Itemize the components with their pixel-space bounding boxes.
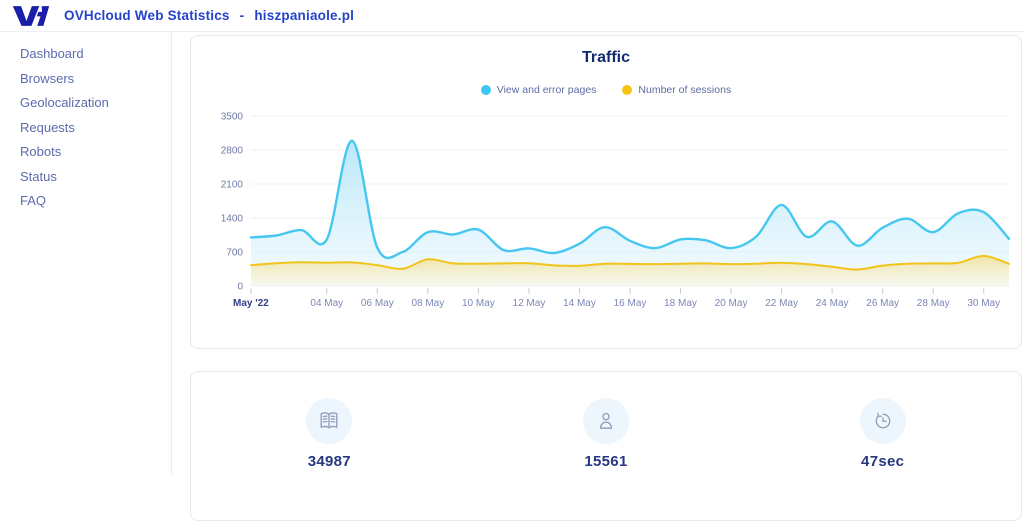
svg-text:28 May: 28 May bbox=[917, 298, 950, 309]
svg-text:30 May: 30 May bbox=[967, 298, 1000, 309]
svg-text:06 May: 06 May bbox=[361, 298, 394, 309]
main-content: Traffic View and error pages Number of s… bbox=[172, 32, 1024, 475]
svg-text:24 May: 24 May bbox=[816, 298, 849, 309]
history-clock-icon bbox=[860, 398, 906, 444]
traffic-area-chart: 0 700 1400 2100 2800 3500 May '22 04 May 06 May 0… bbox=[191, 99, 1021, 311]
legend-label-views: View and error pages bbox=[497, 84, 597, 96]
legend-item-sessions[interactable]: Number of sessions bbox=[622, 84, 731, 96]
stat-avg-duration: 47sec bbox=[744, 372, 1021, 520]
brand-text: OVHcloud Web Statistics bbox=[64, 8, 230, 23]
avg-duration-value: 47sec bbox=[861, 453, 904, 470]
sidebar-item-dashboard[interactable]: Dashboard bbox=[0, 42, 171, 67]
sidebar-item-status[interactable]: Status bbox=[0, 165, 171, 190]
svg-text:20 May: 20 May bbox=[715, 298, 748, 309]
legend-dot-sessions-icon bbox=[622, 85, 632, 95]
svg-text:14 May: 14 May bbox=[563, 298, 596, 309]
chart-legend: View and error pages Number of sessions bbox=[191, 84, 1021, 96]
sidebar-item-requests[interactable]: Requests bbox=[0, 116, 171, 141]
svg-text:08 May: 08 May bbox=[411, 298, 444, 309]
app-title: OVHcloud Web Statistics-hiszpaniaole.pl bbox=[64, 8, 354, 23]
sidebar-item-geolocalization[interactable]: Geolocalization bbox=[0, 91, 171, 116]
svg-text:2100: 2100 bbox=[221, 180, 244, 191]
svg-text:1400: 1400 bbox=[221, 214, 244, 225]
current-domain: hiszpaniaole.pl bbox=[254, 8, 354, 23]
svg-text:10 May: 10 May bbox=[462, 298, 495, 309]
sidebar-nav: Dashboard Browsers Geolocalization Reque… bbox=[0, 32, 172, 475]
legend-label-sessions: Number of sessions bbox=[638, 84, 731, 96]
svg-text:2800: 2800 bbox=[221, 146, 244, 157]
chart-title: Traffic bbox=[191, 49, 1021, 67]
legend-item-views[interactable]: View and error pages bbox=[481, 84, 597, 96]
page-views-value: 34987 bbox=[308, 453, 351, 470]
app-header: OVHcloud Web Statistics-hiszpaniaole.pl bbox=[0, 0, 1024, 32]
svg-text:3500: 3500 bbox=[221, 112, 244, 123]
book-open-icon bbox=[306, 398, 352, 444]
legend-dot-views-icon bbox=[481, 85, 491, 95]
sessions-value: 15561 bbox=[584, 453, 627, 470]
title-separator: - bbox=[240, 8, 245, 23]
traffic-chart-card: Traffic View and error pages Number of s… bbox=[190, 35, 1022, 349]
svg-text:700: 700 bbox=[226, 248, 243, 259]
svg-text:04 May: 04 May bbox=[310, 298, 343, 309]
svg-text:16 May: 16 May bbox=[614, 298, 647, 309]
svg-text:12 May: 12 May bbox=[513, 298, 546, 309]
sidebar-item-browsers[interactable]: Browsers bbox=[0, 67, 171, 92]
svg-text:May '22: May '22 bbox=[233, 298, 269, 309]
sidebar-item-faq[interactable]: FAQ bbox=[0, 189, 171, 214]
svg-text:22 May: 22 May bbox=[765, 298, 798, 309]
person-icon bbox=[583, 398, 629, 444]
svg-text:26 May: 26 May bbox=[866, 298, 899, 309]
sidebar-item-robots[interactable]: Robots bbox=[0, 140, 171, 165]
ovhcloud-logo-icon[interactable] bbox=[12, 4, 52, 28]
stat-page-views: 34987 bbox=[191, 372, 468, 520]
svg-text:0: 0 bbox=[237, 282, 243, 293]
svg-text:18 May: 18 May bbox=[664, 298, 697, 309]
summary-stats-card: 34987 15561 47sec bbox=[190, 371, 1022, 521]
stat-sessions: 15561 bbox=[468, 372, 745, 520]
